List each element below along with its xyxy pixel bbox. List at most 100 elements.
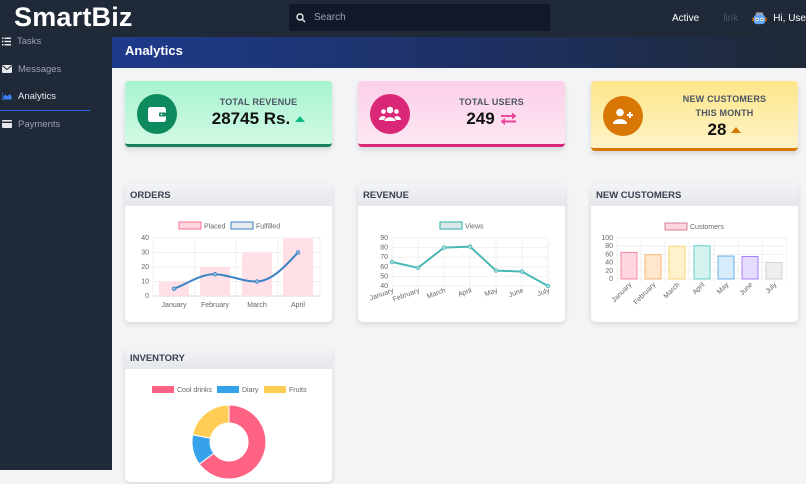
svg-text:Placed: Placed (204, 224, 226, 231)
svg-text:30: 30 (141, 250, 149, 257)
stat-value: 28745 Rs. (211, 108, 291, 128)
stat-label-line2: THIS MONTH (695, 108, 754, 118)
chart-area-icon (2, 92, 12, 101)
svg-text:Diary: Diary (242, 387, 259, 394)
svg-text:June: June (508, 287, 525, 299)
chart-legend: Cool drinks Diary Fruits (152, 386, 307, 394)
svg-text:June: June (739, 281, 755, 297)
sidebar-item-label: Tasks (17, 36, 42, 48)
sidebar-item-label: Payments (18, 118, 61, 130)
card-title: ORDERS (125, 184, 332, 206)
svg-text:February: February (633, 281, 658, 306)
sidebar-item-label: Messages (18, 63, 62, 75)
svg-text:60: 60 (380, 264, 388, 271)
card-title: NEW CUSTOMERS (591, 184, 798, 206)
revenue-chart-card: REVENUE Views 90 80 70 60 50 40 January Febru… (358, 184, 565, 322)
svg-text:February: February (201, 302, 230, 309)
svg-text:80: 80 (380, 245, 388, 252)
nav-active-link[interactable]: Active (671, 13, 700, 24)
svg-text:80: 80 (605, 243, 613, 250)
svg-text:April: April (692, 281, 707, 296)
orders-chart-card: ORDERS Placed Fulfilled 40 30 20 10 0 Januar… (125, 184, 332, 322)
nav-link-disabled[interactable]: link (723, 13, 739, 24)
robot-avatar-icon (752, 12, 767, 25)
user-menu[interactable]: Hi, Use (752, 11, 806, 26)
chart-legend: Customers (664, 222, 724, 231)
svg-text:40: 40 (380, 283, 388, 290)
user-greeting: Hi, Use (773, 13, 806, 24)
search-icon (296, 12, 306, 22)
svg-text:Views: Views (465, 224, 484, 231)
svg-text:January: January (162, 302, 187, 309)
doughnut (191, 404, 267, 480)
sidebar-item-label: Analytics (18, 90, 57, 102)
credit-card-icon (2, 120, 12, 129)
sidebar-item-analytics[interactable]: Analytics (0, 83, 90, 111)
envelope-icon (2, 65, 12, 74)
chart-legend: Placed Fulfilled (178, 221, 280, 231)
svg-text:0: 0 (609, 276, 613, 283)
user-plus-icon (613, 108, 633, 124)
caret-up-icon (295, 115, 306, 122)
svg-text:10: 10 (141, 279, 149, 286)
svg-text:May: May (484, 287, 499, 298)
svg-text:March: March (663, 281, 682, 300)
page-title: Analytics (112, 37, 806, 68)
stat-card-total-users: TOTAL USERS 249 (358, 81, 565, 147)
user-plus-icon-badge (603, 96, 643, 136)
svg-text:90: 90 (380, 235, 388, 242)
search-input[interactable] (314, 12, 514, 23)
svg-text:Cool drinks: Cool drinks (177, 387, 213, 394)
svg-text:0: 0 (145, 293, 149, 300)
svg-text:40: 40 (141, 235, 149, 242)
svg-text:April: April (291, 302, 305, 309)
svg-text:Customers: Customers (690, 224, 724, 231)
svg-text:February: February (392, 287, 421, 303)
sidebar-item-payments[interactable]: Payments (0, 111, 112, 139)
new-customers-chart-card: NEW CUSTOMERS Customers 100 80 60 40 20 0 Jan… (591, 184, 798, 322)
svg-text:July: July (537, 287, 552, 298)
card-title: INVENTORY (125, 347, 332, 369)
svg-text:50: 50 (380, 273, 388, 280)
caret-up-icon (731, 127, 742, 133)
svg-text:60: 60 (605, 251, 613, 258)
search-box[interactable] (289, 4, 550, 31)
list-icon (2, 37, 11, 46)
stat-label: TOTAL USERS (459, 96, 524, 107)
users-icon-badge (370, 94, 410, 134)
exchange-arrows-icon (500, 112, 517, 125)
svg-text:20: 20 (605, 268, 613, 275)
svg-text:March: March (426, 287, 447, 300)
svg-text:Fruits: Fruits (289, 387, 307, 394)
stat-value: 28 (707, 120, 727, 139)
svg-text:20: 20 (141, 264, 149, 271)
stat-value: 249 (466, 108, 495, 128)
svg-text:July: July (765, 281, 779, 295)
card-title: REVENUE (358, 184, 565, 206)
brand-logo[interactable]: SmartBiz (14, 2, 133, 32)
inventory-chart-card: INVENTORY Cool drinks Diary Fruits (125, 347, 332, 482)
svg-text:April: April (457, 287, 473, 299)
inventory-chart[interactable]: Cool drinks Diary Fruits (125, 369, 332, 480)
chart-legend: Views (439, 221, 484, 231)
users-icon (379, 106, 401, 121)
stat-card-new-customers: NEW CUSTOMERS THIS MONTH 28 (591, 81, 798, 151)
stat-label: TOTAL REVENUE (219, 96, 298, 107)
stat-card-total-revenue: TOTAL REVENUE 28745 Rs. (125, 81, 332, 147)
svg-text:May: May (716, 281, 731, 296)
svg-text:70: 70 (380, 254, 388, 261)
orders-chart[interactable]: Placed Fulfilled 40 30 20 10 0 January Februa… (125, 206, 332, 321)
svg-text:March: March (247, 302, 267, 309)
sidebar: Tasks Messages Analytics Payments (0, 36, 112, 470)
wallet-icon (148, 106, 166, 122)
sidebar-item-tasks[interactable]: Tasks (0, 28, 112, 56)
wallet-icon-badge (137, 94, 177, 134)
svg-text:40: 40 (605, 260, 613, 267)
top-navbar: SmartBiz Active link Hi, Use (0, 0, 806, 37)
svg-text:Fulfilled: Fulfilled (256, 224, 280, 231)
svg-text:100: 100 (601, 235, 613, 242)
svg-text:January: January (611, 281, 634, 304)
sidebar-item-messages[interactable]: Messages (0, 56, 112, 84)
